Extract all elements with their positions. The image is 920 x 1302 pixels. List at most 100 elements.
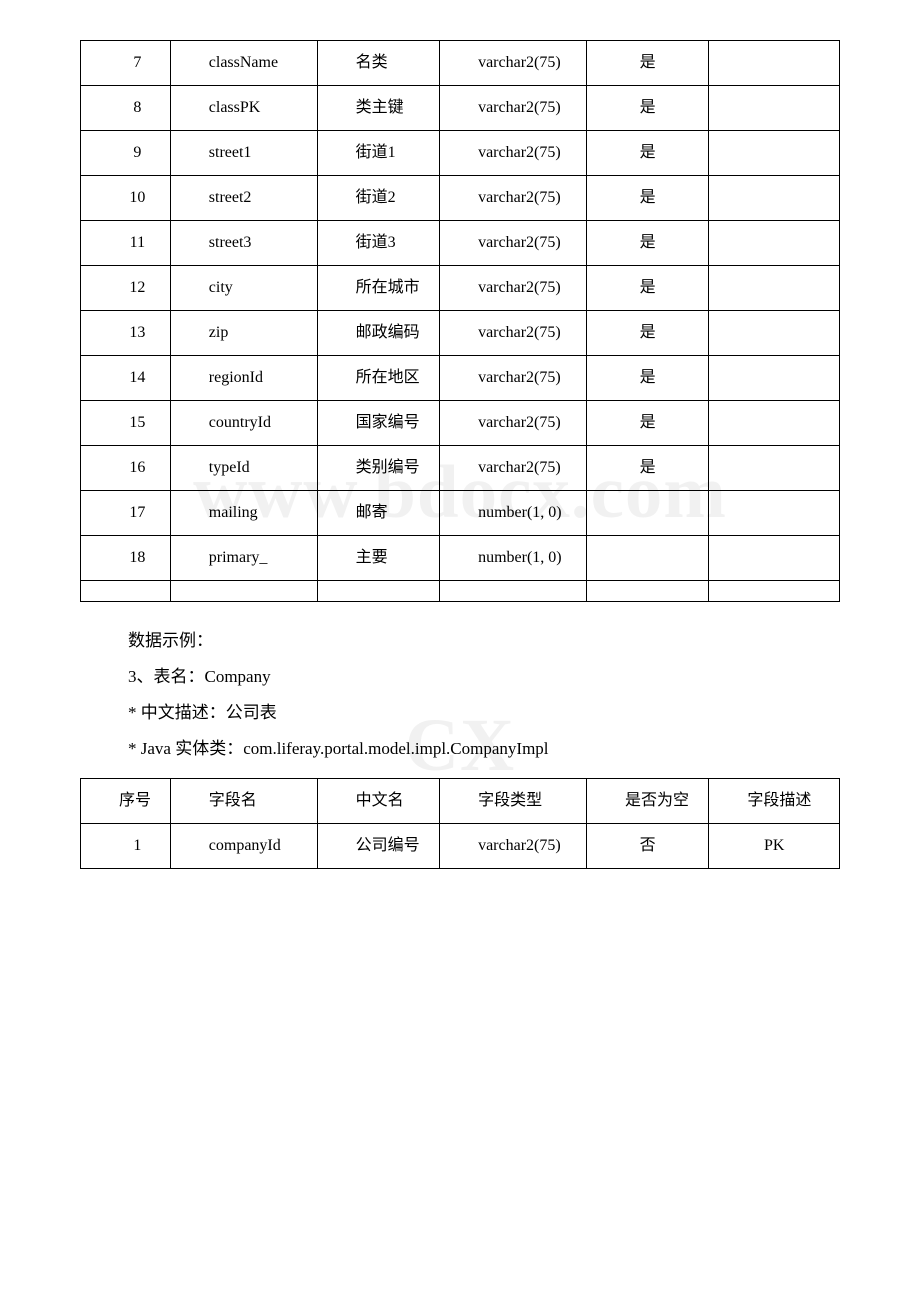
cell-desc xyxy=(709,491,840,536)
cell-desc xyxy=(709,86,840,131)
cell-null: 是 xyxy=(586,356,708,401)
cell-null: 是 xyxy=(586,41,708,86)
cell-null xyxy=(586,491,708,536)
cell-cn: 公司编号 xyxy=(317,824,439,869)
company-table: 序号 字段名 中文名 字段类型 是否为空 字段描述 1companyId公司编号… xyxy=(80,778,840,869)
cell-desc xyxy=(709,356,840,401)
cell-type: number(1, 0) xyxy=(440,491,587,536)
cell-desc xyxy=(709,266,840,311)
cell-cn: 邮寄 xyxy=(317,491,439,536)
cell-null: 是 xyxy=(586,266,708,311)
cell-num: 15 xyxy=(81,401,171,446)
header-type: 字段类型 xyxy=(440,779,587,824)
header-cn: 中文名 xyxy=(317,779,439,824)
cell-cn: 国家编号 xyxy=(317,401,439,446)
table-row: 1companyId公司编号varchar2(75)否PK xyxy=(81,824,840,869)
cell-null: 是 xyxy=(586,401,708,446)
cell-desc xyxy=(709,401,840,446)
data-example-label: 数据示例： xyxy=(128,624,840,658)
java-class-line: * Java 实体类：com.liferay.portal.model.impl… xyxy=(128,732,840,766)
section-text: 数据示例： 3、表名：Company * 中文描述：公司表 * Java 实体类… xyxy=(128,624,840,766)
cell-type: number(1, 0) xyxy=(440,536,587,581)
cell-num: 13 xyxy=(81,311,171,356)
cell-field: className xyxy=(170,41,317,86)
cell-num: 1 xyxy=(81,824,171,869)
table-row: 13zip邮政编码varchar2(75)是 xyxy=(81,311,840,356)
cell-cn: 所在地区 xyxy=(317,356,439,401)
cell-field: city xyxy=(170,266,317,311)
cell-null: 否 xyxy=(586,824,708,869)
table-row: 16typeId类别编号varchar2(75)是 xyxy=(81,446,840,491)
table-name-line: 3、表名：Company xyxy=(128,660,840,694)
cell-num: 12 xyxy=(81,266,171,311)
cell-cn: 主要 xyxy=(317,536,439,581)
cell-type: varchar2(75) xyxy=(440,176,587,221)
table-row: 14regionId所在地区varchar2(75)是 xyxy=(81,356,840,401)
header-field: 字段名 xyxy=(170,779,317,824)
table-row: 12city所在城市varchar2(75)是 xyxy=(81,266,840,311)
table-row: 9street1街道1varchar2(75)是 xyxy=(81,131,840,176)
cell-field: street2 xyxy=(170,176,317,221)
cell-num: 18 xyxy=(81,536,171,581)
header-null: 是否为空 xyxy=(586,779,708,824)
address-fields-table: 7className名类varchar2(75)是8classPK类主键varc… xyxy=(80,40,840,602)
cn-desc-line: * 中文描述：公司表 xyxy=(128,696,840,730)
cell-cn: 名类 xyxy=(317,41,439,86)
header-num: 序号 xyxy=(81,779,171,824)
cell-null: 是 xyxy=(586,221,708,266)
cell-null: 是 xyxy=(586,176,708,221)
cell-type: varchar2(75) xyxy=(440,356,587,401)
cell-num: 17 xyxy=(81,491,171,536)
cell-type: varchar2(75) xyxy=(440,131,587,176)
cell-num: 14 xyxy=(81,356,171,401)
cell-cn: 邮政编码 xyxy=(317,311,439,356)
cell-cn: 类别编号 xyxy=(317,446,439,491)
cell-null xyxy=(586,536,708,581)
cell-num: 7 xyxy=(81,41,171,86)
cell-cn: 类主键 xyxy=(317,86,439,131)
table-row: 8classPK类主键varchar2(75)是 xyxy=(81,86,840,131)
cell-num: 11 xyxy=(81,221,171,266)
header-desc: 字段描述 xyxy=(709,779,840,824)
table-row: 11street3街道3varchar2(75)是 xyxy=(81,221,840,266)
cell-null: 是 xyxy=(586,446,708,491)
cell-field: zip xyxy=(170,311,317,356)
table-row: 17mailing邮寄number(1, 0) xyxy=(81,491,840,536)
cell-type: varchar2(75) xyxy=(440,401,587,446)
cell-num: 8 xyxy=(81,86,171,131)
cell-null: 是 xyxy=(586,86,708,131)
cell-field: primary_ xyxy=(170,536,317,581)
cell-cn: 街道3 xyxy=(317,221,439,266)
cell-type: varchar2(75) xyxy=(440,221,587,266)
blank-row xyxy=(81,581,840,602)
cell-cn: 街道2 xyxy=(317,176,439,221)
cell-desc xyxy=(709,536,840,581)
cell-field: countryId xyxy=(170,401,317,446)
cell-field: mailing xyxy=(170,491,317,536)
cell-cn: 所在城市 xyxy=(317,266,439,311)
table-row: 15countryId国家编号varchar2(75)是 xyxy=(81,401,840,446)
cell-type: varchar2(75) xyxy=(440,86,587,131)
cell-desc xyxy=(709,176,840,221)
cell-field: typeId xyxy=(170,446,317,491)
cell-type: varchar2(75) xyxy=(440,266,587,311)
table-row: 10street2街道2varchar2(75)是 xyxy=(81,176,840,221)
cell-desc: PK xyxy=(709,824,840,869)
cell-field: classPK xyxy=(170,86,317,131)
cell-desc xyxy=(709,221,840,266)
table-row: 18primary_主要number(1, 0) xyxy=(81,536,840,581)
cell-desc xyxy=(709,41,840,86)
cell-field: regionId xyxy=(170,356,317,401)
cell-desc xyxy=(709,446,840,491)
table-header-row: 序号 字段名 中文名 字段类型 是否为空 字段描述 xyxy=(81,779,840,824)
cell-type: varchar2(75) xyxy=(440,41,587,86)
cell-num: 10 xyxy=(81,176,171,221)
cell-cn: 街道1 xyxy=(317,131,439,176)
cell-num: 9 xyxy=(81,131,171,176)
cell-type: varchar2(75) xyxy=(440,824,587,869)
cell-field: street3 xyxy=(170,221,317,266)
cell-field: street1 xyxy=(170,131,317,176)
cell-num: 16 xyxy=(81,446,171,491)
cell-null: 是 xyxy=(586,131,708,176)
table-row: 7className名类varchar2(75)是 xyxy=(81,41,840,86)
